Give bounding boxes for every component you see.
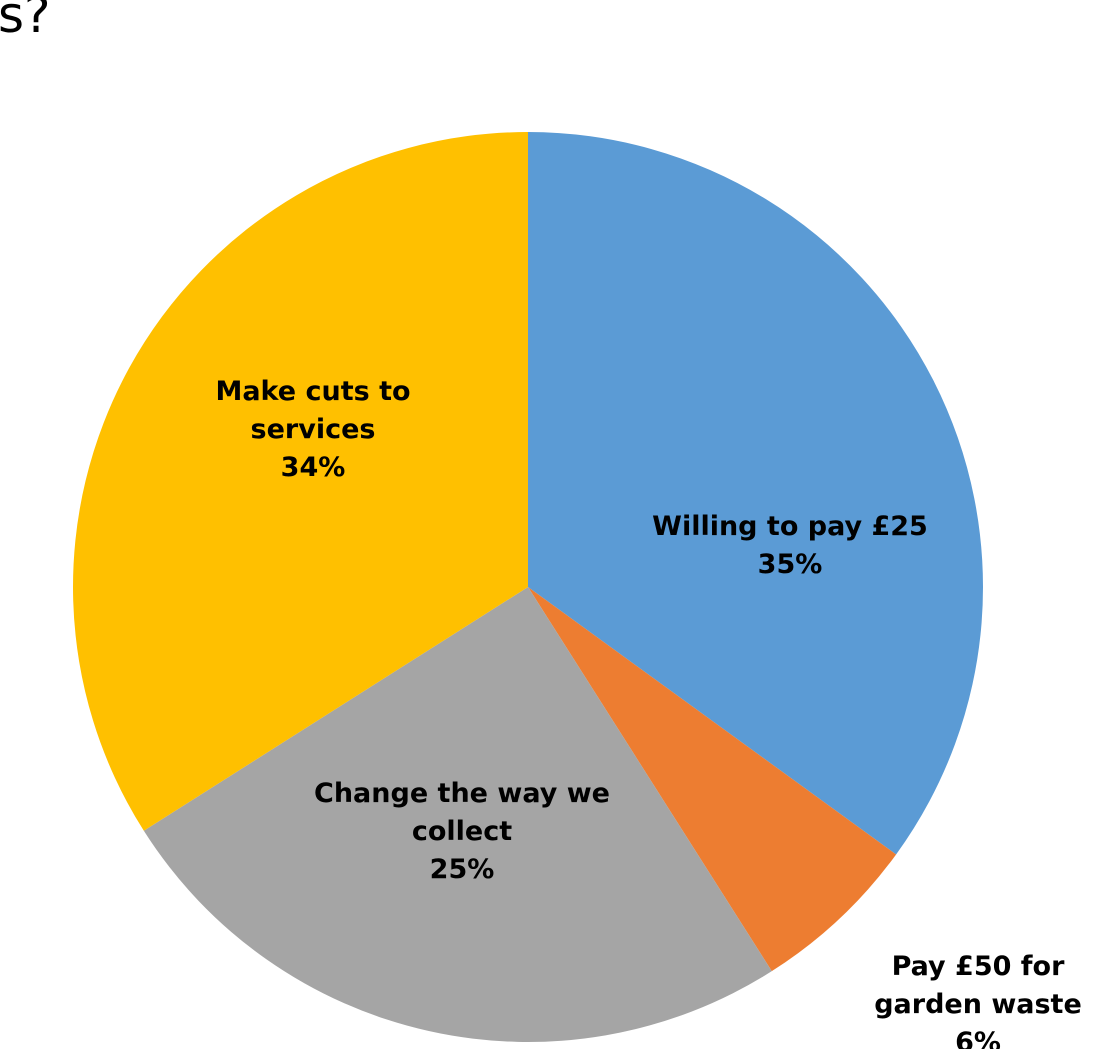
chart-title: s? (0, 0, 51, 44)
category-label: Pay £50 for garden waste (874, 951, 1082, 1020)
pie-slice (72, 131, 528, 831)
slice-label: Make cuts to services 34% (178, 373, 448, 487)
value-label: 34% (280, 452, 346, 483)
category-label: Willing to pay £25 (652, 511, 928, 542)
category-label: Make cuts to services (215, 376, 411, 445)
slice-label: Pay £50 for garden waste 6% (853, 948, 1103, 1049)
pie-slice (528, 132, 983, 855)
slice-label: Willing to pay £25 35% (620, 508, 960, 584)
value-label: 6% (955, 1027, 1001, 1049)
pie-slice (528, 587, 897, 972)
pie-slice (143, 587, 772, 1042)
category-label: Change the way we collect (314, 778, 610, 847)
slice-label: Change the way we collect 25% (307, 775, 617, 889)
value-label: 35% (757, 549, 823, 580)
value-label: 25% (429, 854, 495, 885)
